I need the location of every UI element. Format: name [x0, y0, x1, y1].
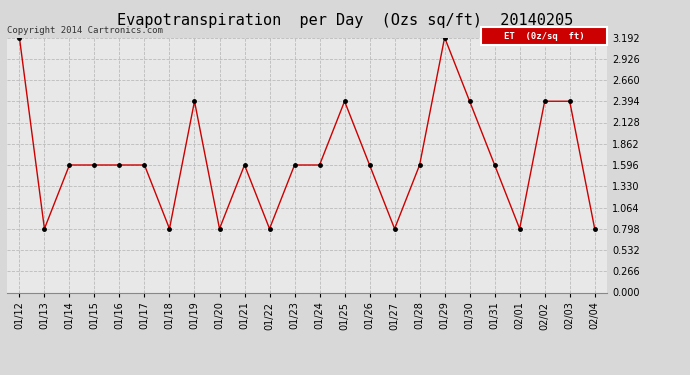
- Text: Evapotranspiration  per Day  (Ozs sq/ft)  20140205: Evapotranspiration per Day (Ozs sq/ft) 2…: [117, 13, 573, 28]
- Text: Copyright 2014 Cartronics.com: Copyright 2014 Cartronics.com: [7, 26, 163, 35]
